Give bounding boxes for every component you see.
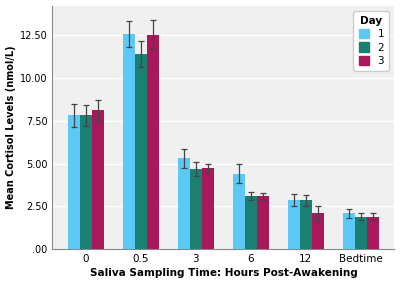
Y-axis label: Mean Cortisol Levels (nmol/L): Mean Cortisol Levels (nmol/L) (6, 46, 16, 209)
Bar (245, 196, 257, 249)
Bar (123, 34, 135, 249)
Bar (355, 217, 367, 249)
X-axis label: Saliva Sampling Time: Hours Post-Awakening: Saliva Sampling Time: Hours Post-Awakeni… (90, 268, 357, 278)
Bar (300, 201, 312, 249)
Bar (178, 158, 190, 249)
Bar (312, 213, 324, 249)
Bar (92, 110, 104, 249)
Legend: 1, 2, 3: 1, 2, 3 (354, 11, 389, 71)
Bar (80, 116, 92, 249)
Bar (257, 196, 269, 249)
Bar (147, 35, 159, 249)
Bar (190, 169, 202, 249)
Bar (233, 174, 245, 249)
Bar (202, 168, 214, 249)
Bar (68, 116, 80, 249)
Bar (288, 200, 300, 249)
Bar (343, 213, 355, 249)
Bar (367, 217, 379, 249)
Bar (135, 54, 147, 249)
